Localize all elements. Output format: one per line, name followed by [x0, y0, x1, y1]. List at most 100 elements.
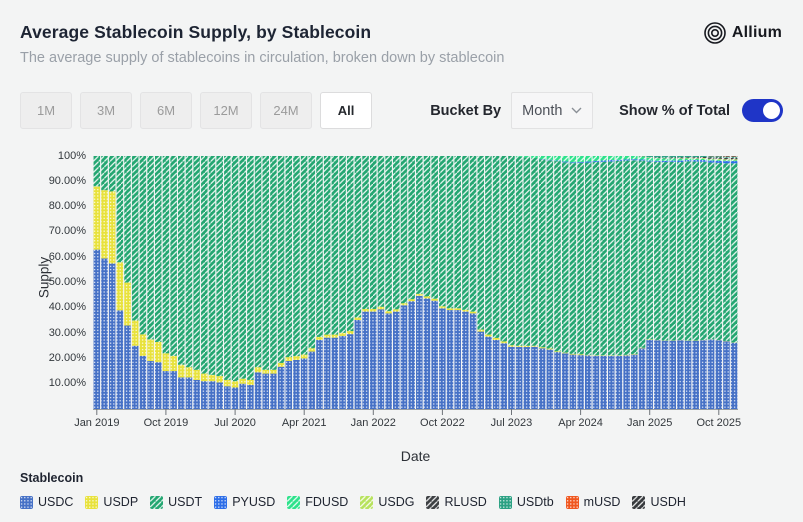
bar-segment[interactable]	[715, 158, 723, 160]
bar-segment[interactable]	[485, 334, 492, 337]
bar-segment[interactable]	[700, 158, 707, 159]
bar-segment[interactable]	[730, 163, 738, 343]
bar-segment[interactable]	[224, 379, 231, 387]
bar-segment[interactable]	[162, 156, 170, 354]
bar-segment[interactable]	[623, 354, 630, 356]
bar-segment[interactable]	[346, 331, 354, 335]
bar-segment[interactable]	[546, 348, 554, 350]
bar-segment[interactable]	[730, 161, 738, 164]
bar-segment[interactable]	[346, 156, 354, 332]
bar-segment[interactable]	[293, 156, 300, 357]
bar-segment[interactable]	[316, 336, 323, 340]
bar-segment[interactable]	[700, 160, 707, 162]
bar-segment[interactable]	[116, 156, 124, 263]
bar-segment[interactable]	[646, 160, 653, 162]
bar-segment[interactable]	[339, 156, 346, 333]
bar-segment[interactable]	[101, 258, 108, 409]
bar-segment[interactable]	[561, 352, 569, 354]
bar-segment[interactable]	[569, 162, 577, 164]
bar-segment[interactable]	[631, 160, 638, 355]
bar-segment[interactable]	[638, 160, 646, 348]
bar-segment[interactable]	[339, 335, 346, 409]
bar-segment[interactable]	[523, 347, 531, 409]
bar-segment[interactable]	[646, 161, 653, 340]
bar-segment[interactable]	[423, 156, 431, 297]
bar-segment[interactable]	[715, 160, 723, 163]
bar-segment[interactable]	[254, 367, 262, 373]
bar-segment[interactable]	[93, 156, 101, 187]
bar-segment[interactable]	[638, 348, 646, 409]
bar-segment[interactable]	[700, 157, 707, 159]
bar-segment[interactable]	[416, 156, 423, 294]
bar-segment[interactable]	[277, 362, 285, 367]
bar-segment[interactable]	[101, 156, 108, 191]
bar-segment[interactable]	[170, 355, 177, 372]
bar-segment[interactable]	[554, 351, 561, 353]
bar-segment[interactable]	[316, 156, 323, 337]
legend-item-pyusd[interactable]: PYUSD	[214, 495, 275, 509]
bar-segment[interactable]	[500, 341, 508, 344]
bar-segment[interactable]	[147, 339, 154, 361]
legend-item-usdt[interactable]: USDT	[150, 495, 202, 509]
bar-segment[interactable]	[584, 355, 592, 409]
bar-segment[interactable]	[185, 377, 193, 410]
bar-segment[interactable]	[608, 156, 615, 161]
bar-segment[interactable]	[469, 156, 477, 312]
bar-segment[interactable]	[385, 313, 392, 409]
bar-segment[interactable]	[623, 159, 630, 161]
bar-segment[interactable]	[546, 159, 554, 161]
bar-segment[interactable]	[300, 358, 308, 409]
bar-segment[interactable]	[554, 160, 561, 162]
bar-segment[interactable]	[715, 157, 723, 159]
bar-segment[interactable]	[408, 301, 415, 409]
bar-segment[interactable]	[400, 303, 408, 306]
bar-segment[interactable]	[124, 282, 131, 326]
bar-segment[interactable]	[270, 369, 277, 374]
bar-segment[interactable]	[247, 156, 254, 380]
time-range-button-1m[interactable]: 1M	[20, 92, 72, 129]
bar-segment[interactable]	[638, 156, 646, 160]
bar-segment[interactable]	[377, 306, 385, 310]
bar-segment[interactable]	[323, 337, 331, 409]
bar-segment[interactable]	[354, 319, 362, 409]
bar-segment[interactable]	[608, 355, 615, 356]
bar-segment[interactable]	[531, 346, 538, 409]
bar-segment[interactable]	[147, 156, 154, 340]
bar-segment[interactable]	[224, 156, 231, 380]
bar-segment[interactable]	[116, 310, 124, 409]
bar-segment[interactable]	[615, 159, 623, 161]
bar-segment[interactable]	[615, 156, 623, 160]
bar-segment[interactable]	[600, 355, 607, 356]
bar-segment[interactable]	[654, 157, 661, 159]
bar-segment[interactable]	[515, 345, 523, 348]
bar-segment[interactable]	[692, 157, 700, 159]
bar-segment[interactable]	[231, 156, 239, 382]
bar-segment[interactable]	[554, 161, 561, 352]
bar-segment[interactable]	[677, 156, 684, 158]
bar-segment[interactable]	[323, 334, 331, 338]
bar-segment[interactable]	[577, 355, 584, 409]
bar-segment[interactable]	[523, 157, 531, 346]
bar-segment[interactable]	[362, 309, 369, 312]
bar-segment[interactable]	[523, 156, 531, 158]
bar-segment[interactable]	[523, 345, 531, 348]
bar-segment[interactable]	[231, 387, 239, 410]
legend-item-musd[interactable]: mUSD	[565, 495, 620, 509]
bar-segment[interactable]	[454, 310, 461, 409]
time-range-button-3m[interactable]: 3M	[80, 92, 132, 129]
bar-segment[interactable]	[669, 340, 676, 409]
bar-segment[interactable]	[193, 156, 200, 370]
bar-segment[interactable]	[239, 156, 246, 379]
bar-segment[interactable]	[178, 377, 185, 410]
bar-segment[interactable]	[331, 156, 339, 335]
bar-segment[interactable]	[393, 156, 400, 310]
bar-segment[interactable]	[331, 337, 339, 409]
bar-segment[interactable]	[277, 366, 285, 409]
bar-segment[interactable]	[439, 306, 446, 309]
bar-segment[interactable]	[584, 161, 592, 163]
bar-segment[interactable]	[723, 160, 730, 162]
bar-segment[interactable]	[546, 156, 554, 160]
bar-segment[interactable]	[600, 161, 607, 356]
bar-segment[interactable]	[600, 156, 607, 161]
bar-segment[interactable]	[669, 160, 676, 162]
